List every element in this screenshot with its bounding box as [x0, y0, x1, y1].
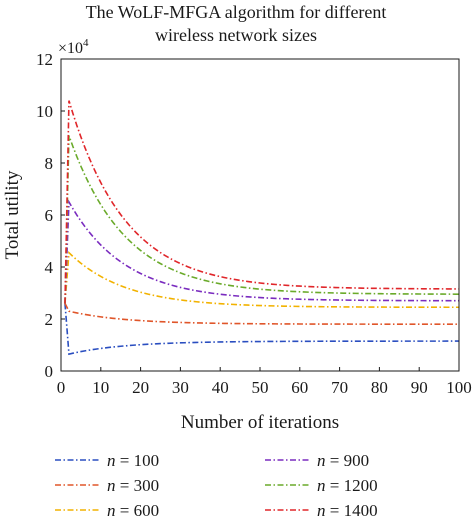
x-tick-label: 30 [172, 378, 189, 397]
legend-var: n [317, 476, 326, 495]
series-line-2 [64, 250, 459, 309]
y-multiplier-exponent: 4 [83, 37, 89, 49]
legend-value: = 300 [116, 476, 160, 495]
legend-value: = 900 [326, 451, 370, 470]
x-tick-label: 80 [371, 378, 388, 397]
x-tick-label: 60 [291, 378, 308, 397]
legend-value: = 1400 [326, 501, 378, 520]
x-tick-label: 40 [212, 378, 229, 397]
x-tick-label: 10 [92, 378, 109, 397]
legend-label-4: n = 1200 [317, 476, 378, 495]
y-tick-label: 0 [45, 362, 54, 381]
y-tick-label: 6 [45, 206, 54, 225]
legend-var: n [107, 501, 116, 520]
legend-var: n [107, 476, 116, 495]
series-line-3 [64, 199, 460, 304]
chart-title-line2: wireless network sizes [155, 25, 317, 45]
series-line-5 [64, 100, 460, 304]
y-axis-ticks: 0 2 4 6 8 10 12 [36, 50, 65, 381]
legend-label-0: n = 100 [107, 451, 159, 470]
x-tick-label: 100 [446, 378, 472, 397]
legend-var: n [107, 451, 116, 470]
y-axis-multiplier: ×104 [58, 37, 89, 57]
legend-label-3: n = 900 [317, 451, 369, 470]
legend-value: = 600 [116, 501, 160, 520]
y-tick-label: 2 [45, 310, 54, 329]
legend-value: = 100 [116, 451, 160, 470]
series-line-0 [64, 303, 459, 356]
series-layer [64, 100, 460, 356]
x-tick-label: 0 [57, 378, 66, 397]
legend-var: n [317, 501, 326, 520]
x-tick-label: 90 [411, 378, 428, 397]
legend-label-1: n = 300 [107, 476, 159, 495]
x-axis-label: Number of iterations [181, 412, 339, 433]
legend-var: n [317, 451, 326, 470]
legend-label-5: n = 1400 [317, 501, 378, 520]
series-line-4 [64, 135, 460, 304]
x-axis-ticks: 0 10 20 30 40 50 60 70 80 90 100 [57, 367, 472, 397]
legend-value: = 1200 [326, 476, 378, 495]
y-axis-label: Total utility [2, 170, 23, 259]
y-tick-label: 12 [36, 50, 53, 69]
legend-label-2: n = 600 [107, 501, 159, 520]
y-tick-label: 10 [36, 102, 53, 121]
y-tick-label: 4 [45, 258, 54, 277]
x-tick-label: 70 [331, 378, 348, 397]
x-tick-label: 20 [132, 378, 149, 397]
x-tick-label: 50 [252, 378, 269, 397]
series-line-1 [64, 303, 459, 325]
chart-title-line1: The WoLF-MFGA algorithm for different [86, 2, 387, 22]
y-multiplier-base: ×10 [58, 40, 83, 57]
y-tick-label: 8 [45, 154, 54, 173]
